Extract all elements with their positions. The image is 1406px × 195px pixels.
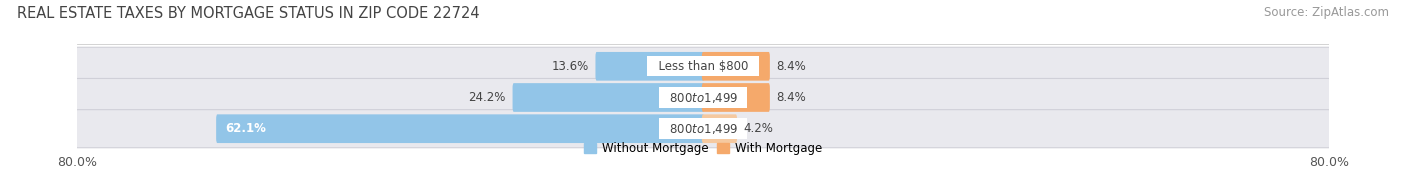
Text: Less than $800: Less than $800 [651,60,755,73]
Text: 24.2%: 24.2% [468,91,506,104]
FancyBboxPatch shape [702,52,770,81]
FancyBboxPatch shape [596,52,704,81]
Text: $800 to $1,499: $800 to $1,499 [662,122,744,136]
Text: 8.4%: 8.4% [776,91,806,104]
Text: REAL ESTATE TAXES BY MORTGAGE STATUS IN ZIP CODE 22724: REAL ESTATE TAXES BY MORTGAGE STATUS IN … [17,6,479,21]
Text: 62.1%: 62.1% [225,122,266,135]
Text: Source: ZipAtlas.com: Source: ZipAtlas.com [1264,6,1389,19]
FancyBboxPatch shape [217,114,704,143]
Text: 4.2%: 4.2% [744,122,773,135]
FancyBboxPatch shape [75,110,1331,148]
FancyBboxPatch shape [75,47,1331,85]
Legend: Without Mortgage, With Mortgage: Without Mortgage, With Mortgage [585,142,821,155]
FancyBboxPatch shape [702,83,770,112]
Text: 13.6%: 13.6% [551,60,589,73]
FancyBboxPatch shape [513,83,704,112]
Text: $800 to $1,499: $800 to $1,499 [662,90,744,105]
FancyBboxPatch shape [702,114,737,143]
Text: 8.4%: 8.4% [776,60,806,73]
FancyBboxPatch shape [75,78,1331,117]
